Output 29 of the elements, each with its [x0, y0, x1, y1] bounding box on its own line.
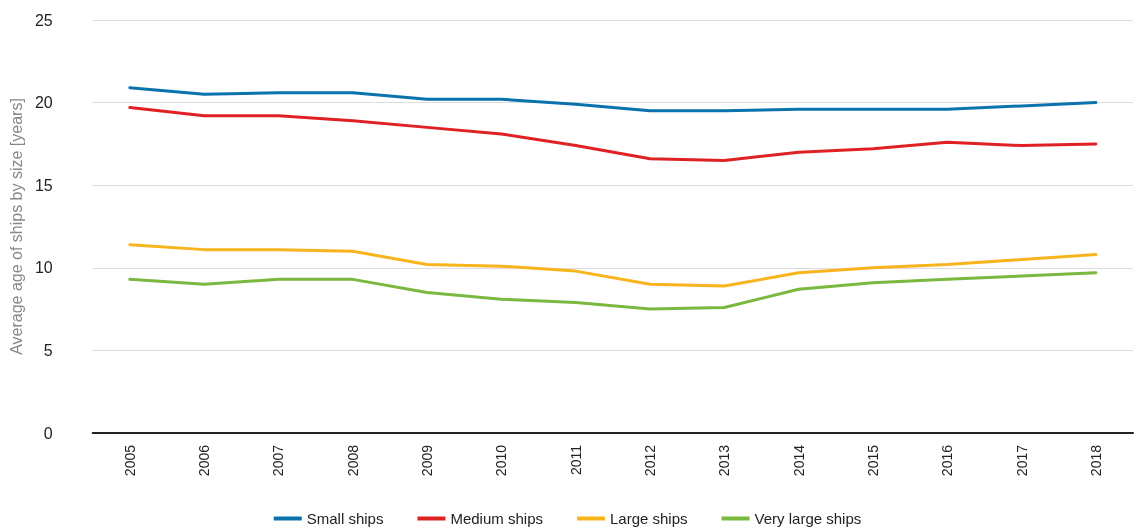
y-tick-label: 25 [34, 11, 53, 29]
y-tick-label: 15 [34, 176, 53, 194]
x-tick-label: 2015 [864, 444, 881, 477]
y-tick-label: 0 [43, 424, 53, 442]
y-tick-label: 5 [43, 341, 53, 359]
legend-label: Small ships [306, 510, 384, 527]
x-tick-label: 2011 [567, 444, 584, 476]
legend-label: Large ships [609, 510, 688, 527]
x-tick-label: 2018 [1087, 444, 1104, 477]
legend-label: Very large ships [754, 510, 862, 527]
line-series [128, 106, 1098, 162]
x-tick-label: 2017 [1013, 444, 1030, 477]
line-series [128, 86, 1098, 113]
line-series [128, 271, 1098, 311]
line-series [128, 243, 1098, 288]
x-tick-label: 2007 [270, 444, 287, 477]
x-tick-label: 2010 [493, 444, 510, 477]
x-tick-label: 2005 [121, 444, 138, 477]
x-tick-label: 2012 [642, 444, 658, 477]
y-tick-label: 10 [34, 259, 53, 277]
y-axis-title: Average age of ships by size [years] [7, 98, 25, 355]
legend-label: Medium ships [450, 510, 543, 527]
x-tick-label: 2009 [419, 444, 436, 477]
y-tick-label: 20 [34, 94, 53, 112]
x-tick-label: 2016 [939, 444, 956, 477]
x-tick-label: 2013 [716, 444, 733, 477]
x-tick-label: 2014 [790, 444, 807, 477]
x-tick-label: 2008 [344, 444, 361, 477]
x-tick-label: 2006 [196, 444, 213, 477]
